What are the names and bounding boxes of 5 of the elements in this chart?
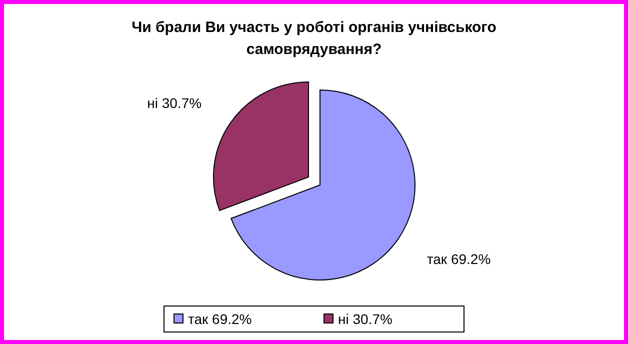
- slice-label: ні 30.7%: [147, 95, 202, 112]
- slice-label: так 69.2%: [426, 250, 491, 267]
- legend-label: так 69.2%: [188, 311, 252, 327]
- chart-title: Чи брали Ви участь у роботі органів учнівського самоврядування?: [132, 19, 496, 58]
- legend-label: ні 30.7%: [338, 311, 392, 327]
